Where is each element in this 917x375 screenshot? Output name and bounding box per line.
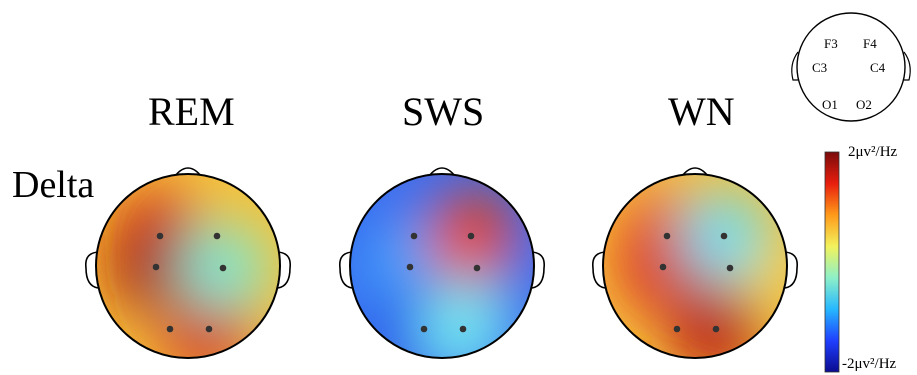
electrode-o2 [205, 325, 213, 333]
power-field [96, 174, 280, 358]
electrode-o1 [673, 325, 681, 333]
power-field [603, 174, 787, 358]
colorbar [824, 151, 840, 373]
electrode-f4 [213, 232, 221, 240]
electrode-o1 [420, 325, 428, 333]
electrode-o1 [166, 325, 174, 333]
topomap-rem [84, 167, 292, 359]
reference-right-ear [903, 51, 911, 81]
head-outline [95, 173, 281, 359]
topomap-sws [338, 167, 546, 359]
ref-label-o1: O1 [822, 97, 838, 112]
electrode-o2 [459, 325, 467, 333]
condition-title-wn: WN [668, 89, 735, 134]
electrode-c3 [406, 263, 414, 271]
electrode-c3 [659, 263, 667, 271]
reference-left-ear [791, 51, 799, 81]
condition-title-sws: SWS [402, 89, 485, 134]
topomap-wn [591, 167, 799, 359]
band-label-delta: Delta [12, 164, 95, 206]
reference-head-outline [796, 12, 906, 122]
reference-head-diagram [791, 12, 911, 122]
electrode-f3 [410, 232, 418, 240]
head-outline [602, 173, 788, 359]
electrode-c4 [473, 264, 481, 272]
condition-title-rem: REM [148, 89, 235, 134]
head-outline [349, 173, 535, 359]
colorbar-max-label: 2μv²/Hz [848, 144, 898, 160]
electrode-f3 [663, 232, 671, 240]
electrode-f4 [467, 232, 475, 240]
ref-label-f3: F3 [824, 36, 838, 51]
ref-label-f4: F4 [863, 36, 877, 51]
electrode-f4 [720, 232, 728, 240]
electrode-o2 [712, 325, 720, 333]
ref-label-c4: C4 [870, 60, 886, 75]
electrode-c3 [152, 263, 160, 271]
electrode-f3 [156, 232, 164, 240]
power-field [350, 174, 534, 358]
electrode-c4 [726, 264, 734, 272]
ref-label-c3: C3 [812, 60, 828, 75]
electrode-c4 [219, 264, 227, 272]
colorbar-min-label: -2μv²/Hz [842, 356, 897, 372]
ref-label-o2: O2 [856, 97, 872, 112]
